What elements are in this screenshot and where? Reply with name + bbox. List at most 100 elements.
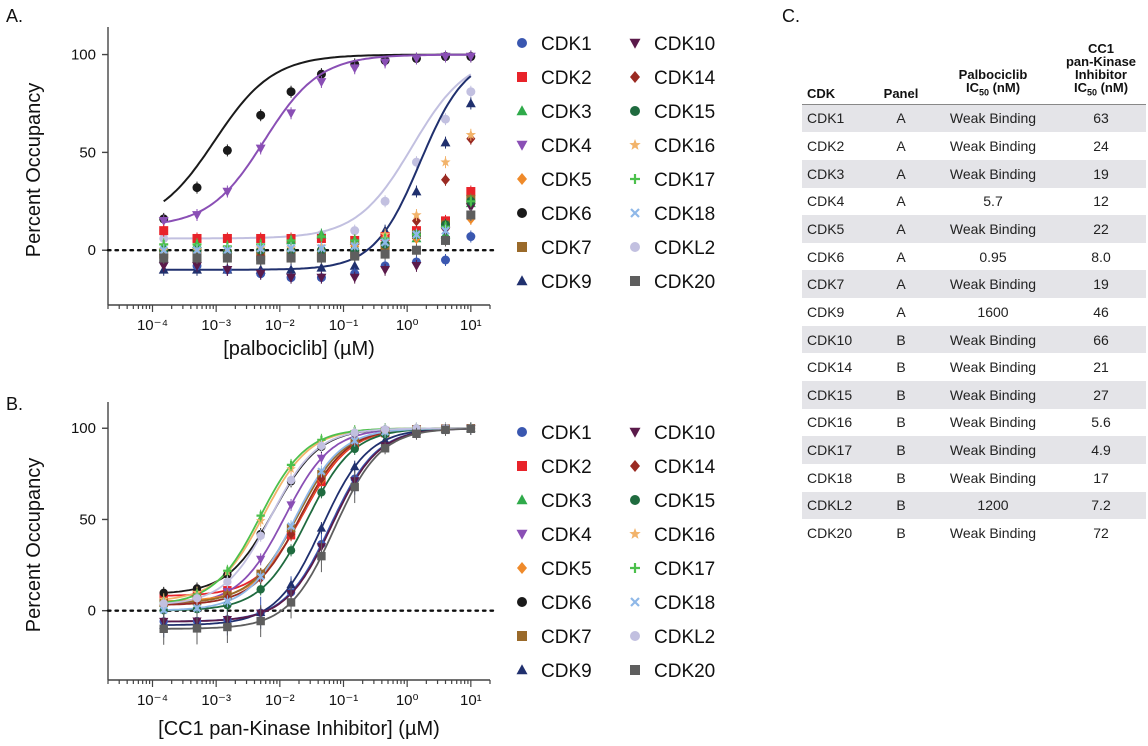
legend-label: CDK4 xyxy=(541,136,592,157)
legend-label: CDK3 xyxy=(541,102,592,123)
table-cell-cc1: 8.0 xyxy=(1091,248,1111,265)
legend-label: CDK3 xyxy=(541,491,592,512)
fit-curve-cdkl2 xyxy=(163,73,472,240)
table-cell-panel: B xyxy=(896,525,906,542)
data-point-cdk18 xyxy=(159,245,169,255)
legend-marker xyxy=(517,461,527,471)
data-point-cdk20 xyxy=(256,616,265,626)
legend-label: CDK16 xyxy=(654,525,715,546)
data-point-cdk4 xyxy=(286,501,296,510)
table-row: CDK16 B Weak Binding 5.6 xyxy=(802,409,1146,437)
table-cell-panel: B xyxy=(896,359,906,376)
legend-marker xyxy=(629,427,641,438)
table-cell-cdk: CDK3 xyxy=(802,159,872,188)
legend-marker xyxy=(516,529,528,540)
table-cell-cc1: 12 xyxy=(1093,193,1109,210)
data-point-cdk10 xyxy=(286,273,296,283)
data-point-cdk20 xyxy=(411,245,421,255)
fit-curve-cdk7 xyxy=(163,427,471,604)
table-cell-panel: B xyxy=(896,414,906,431)
data-point-cdk9 xyxy=(465,98,476,108)
panel-a-letter: A. xyxy=(6,6,23,26)
data-point-cdk18 xyxy=(159,605,168,615)
data-point-cdk18 xyxy=(380,238,390,247)
data-point-cdk18 xyxy=(256,572,265,581)
data-point-cdkl2 xyxy=(223,577,232,587)
data-point-cdk18 xyxy=(412,230,421,239)
legend-marker xyxy=(517,173,527,185)
fit-curve-cdk15 xyxy=(163,427,471,612)
y-tick-label: 100 xyxy=(71,420,96,437)
data-point-cdk9 xyxy=(349,260,360,270)
data-point-cdk4 xyxy=(440,52,451,62)
data-point-cdk9 xyxy=(286,579,296,589)
table-cell-cdk: CDK18 xyxy=(807,469,853,486)
fit-curve-cdk18 xyxy=(163,427,471,611)
x-tick-label: 10¹ xyxy=(460,692,482,709)
x-axis-title: [palbociclib] (µM) xyxy=(223,338,375,360)
legend-marker xyxy=(629,139,641,150)
data-point-cdk14 xyxy=(440,174,450,186)
chart-panel-a: A. 0 50 100 10⁻⁴ 10⁻³ 10⁻² 10⁻¹ 10⁰ 10¹ [palbocicl… xyxy=(6,6,716,360)
legend-label: CDK5 xyxy=(541,559,592,580)
table-cell-cc1: 19 xyxy=(1056,159,1146,188)
legend-marker xyxy=(516,140,528,151)
data-point-cdk20 xyxy=(222,253,232,263)
y-axis-title: Percent Occupancy xyxy=(23,458,45,633)
data-point-cdk6 xyxy=(256,110,266,120)
data-point-cdk18 xyxy=(192,603,202,613)
data-point-cdk4 xyxy=(256,555,266,565)
data-point-cdk16 xyxy=(411,209,422,220)
data-point-cdk18 xyxy=(192,245,202,255)
data-point-cdk4 xyxy=(222,187,233,197)
data-point-cdkl2 xyxy=(466,87,476,97)
table-cell-panel: A xyxy=(872,270,930,299)
table-row: CDK15 B Weak Binding 27 xyxy=(802,381,1146,409)
fit-curve-cdk4 xyxy=(163,427,471,606)
data-point-cdk9 xyxy=(440,137,451,147)
data-point-cdk10 xyxy=(222,265,233,275)
legend-marker xyxy=(517,427,527,437)
table-cell-cc1: 17 xyxy=(1093,469,1109,486)
table-row: CDK7 A Weak Binding 19 xyxy=(802,270,1146,299)
table-cell-cdk: CDK16 xyxy=(807,414,853,431)
legend-marker xyxy=(630,106,640,116)
table-cell-panel: A xyxy=(872,104,930,133)
x-tick-label: 10⁻² xyxy=(265,692,295,709)
legend-label: CDK6 xyxy=(541,593,592,614)
fit-curve-cdk3 xyxy=(163,427,471,604)
x-tick-label: 10⁻⁴ xyxy=(137,692,168,709)
table-cell-palbo: 0.95 xyxy=(979,248,1007,265)
table-cell-palbo: Weak Binding xyxy=(949,469,1037,486)
legend-label: CDK6 xyxy=(541,204,592,225)
legend-label: CDKL2 xyxy=(654,627,715,648)
data-point-cdk20 xyxy=(256,255,266,265)
data-point-cdk9 xyxy=(316,262,327,272)
data-point-cdk20 xyxy=(286,598,296,607)
data-point-cdk20 xyxy=(159,624,168,633)
table-cell-cdk: CDK6 xyxy=(807,248,845,265)
table-cell-cdk: CDKL2 xyxy=(802,491,872,520)
data-point-cdk15 xyxy=(256,585,265,594)
legend-marker xyxy=(629,38,641,49)
data-point-cdk2 xyxy=(466,187,476,197)
table-cell-cdk: CDK20 xyxy=(807,525,853,542)
fit-curve-cdk17 xyxy=(163,427,471,604)
table-row: CDK14 B Weak Binding 21 xyxy=(802,353,1146,381)
fit-curve-cdk9 xyxy=(163,427,471,626)
legend-marker xyxy=(517,38,527,48)
table-row: CDK18 B Weak Binding 17 xyxy=(802,464,1146,492)
table-cell-cc1: 5.6 xyxy=(1091,414,1111,431)
table-cell-cc1: 7.2 xyxy=(1056,491,1146,520)
data-point-cdk10 xyxy=(192,262,202,272)
data-point-cdk20 xyxy=(440,235,450,245)
legend-marker xyxy=(630,208,640,218)
header-cdk: CDK xyxy=(802,40,872,105)
data-point-cdk17 xyxy=(286,460,296,470)
legend-marker xyxy=(517,208,527,218)
data-point-cdk4 xyxy=(380,58,391,68)
legend-label: CDK1 xyxy=(541,423,592,444)
table-cell-cdk: CDK15 xyxy=(802,381,872,409)
legend-marker xyxy=(630,276,640,286)
data-point-cdk4 xyxy=(255,144,266,154)
